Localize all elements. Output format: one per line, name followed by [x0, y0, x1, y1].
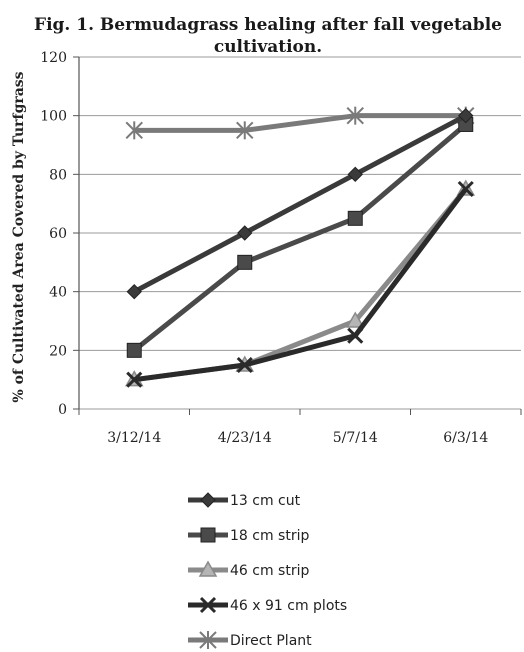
legend-marker — [199, 596, 217, 614]
series-line — [133, 113, 467, 294]
legend-label: 13 cm cut — [230, 493, 301, 509]
legend-entry: 13 cm cut — [188, 492, 301, 509]
y-tick-label: 100 — [40, 109, 67, 125]
data-point — [346, 106, 364, 125]
y-tick-label: 60 — [49, 226, 67, 242]
data-point — [458, 107, 474, 124]
chart-title-line1: Fig. 1. Bermudagrass healing after fall … — [34, 15, 502, 35]
data-point — [125, 121, 143, 140]
data-point — [236, 121, 254, 140]
y-tick-label: 20 — [49, 343, 67, 359]
legend-label: Direct Plant — [230, 633, 312, 649]
series-46-cm-strip — [124, 179, 476, 387]
chart-title-line2: cultivation. — [214, 37, 322, 57]
series-line — [133, 187, 468, 383]
data-point — [126, 283, 142, 300]
series-18-cm-strip — [126, 116, 474, 358]
x-tick-labels: 3/12/14 4/23/14 5/7/14 6/3/14 — [107, 430, 488, 446]
y-axis-label: % of Cultivated Area Covered by Turfgras… — [11, 71, 27, 402]
y-tick-label: 40 — [49, 285, 67, 301]
data-point — [345, 311, 365, 328]
data-point — [457, 180, 474, 198]
series-line — [134, 113, 466, 133]
x-tick-label: 6/3/14 — [443, 430, 488, 446]
series-46-x-91-cm-plots — [126, 180, 474, 388]
legend-entry: 18 cm strip — [188, 527, 309, 544]
legend-label: 46 x 91 cm plots — [230, 598, 347, 614]
legend-marker — [198, 560, 218, 577]
y-tick-labels: 0 20 40 60 80 100 120 — [40, 50, 67, 418]
series-direct-plant — [125, 106, 475, 140]
legend-label: 18 cm strip — [230, 528, 309, 544]
legend-marker — [200, 527, 216, 543]
series-13-cm-cut — [126, 107, 474, 300]
x-tick-label: 3/12/14 — [107, 430, 161, 446]
data-point — [126, 342, 142, 358]
x-tick-label: 5/7/14 — [333, 430, 378, 446]
data-point — [347, 166, 363, 183]
series-layer — [124, 106, 476, 388]
axes — [73, 56, 522, 415]
y-tick-label: 120 — [40, 50, 67, 66]
data-point — [347, 210, 363, 226]
y-tick-label: 80 — [49, 167, 67, 183]
legend: 13 cm cut 18 cm strip 46 cm strip 46 x 91 c… — [188, 492, 347, 649]
data-point — [126, 371, 143, 388]
y-tick-label: 0 — [58, 402, 67, 418]
legend-entry: 46 cm strip — [188, 560, 309, 579]
legend-entry: Direct Plant — [188, 631, 312, 649]
legend-marker — [199, 631, 217, 649]
legend-label: 46 cm strip — [230, 563, 309, 579]
gridlines — [79, 56, 521, 410]
x-tick-label: 4/23/14 — [218, 430, 272, 446]
series-line — [132, 122, 468, 353]
data-point — [347, 327, 364, 344]
legend-marker — [200, 492, 216, 508]
legend-entry: 46 x 91 cm plots — [188, 596, 347, 614]
data-point — [237, 225, 253, 241]
data-point — [237, 254, 253, 270]
data-point — [236, 356, 253, 374]
